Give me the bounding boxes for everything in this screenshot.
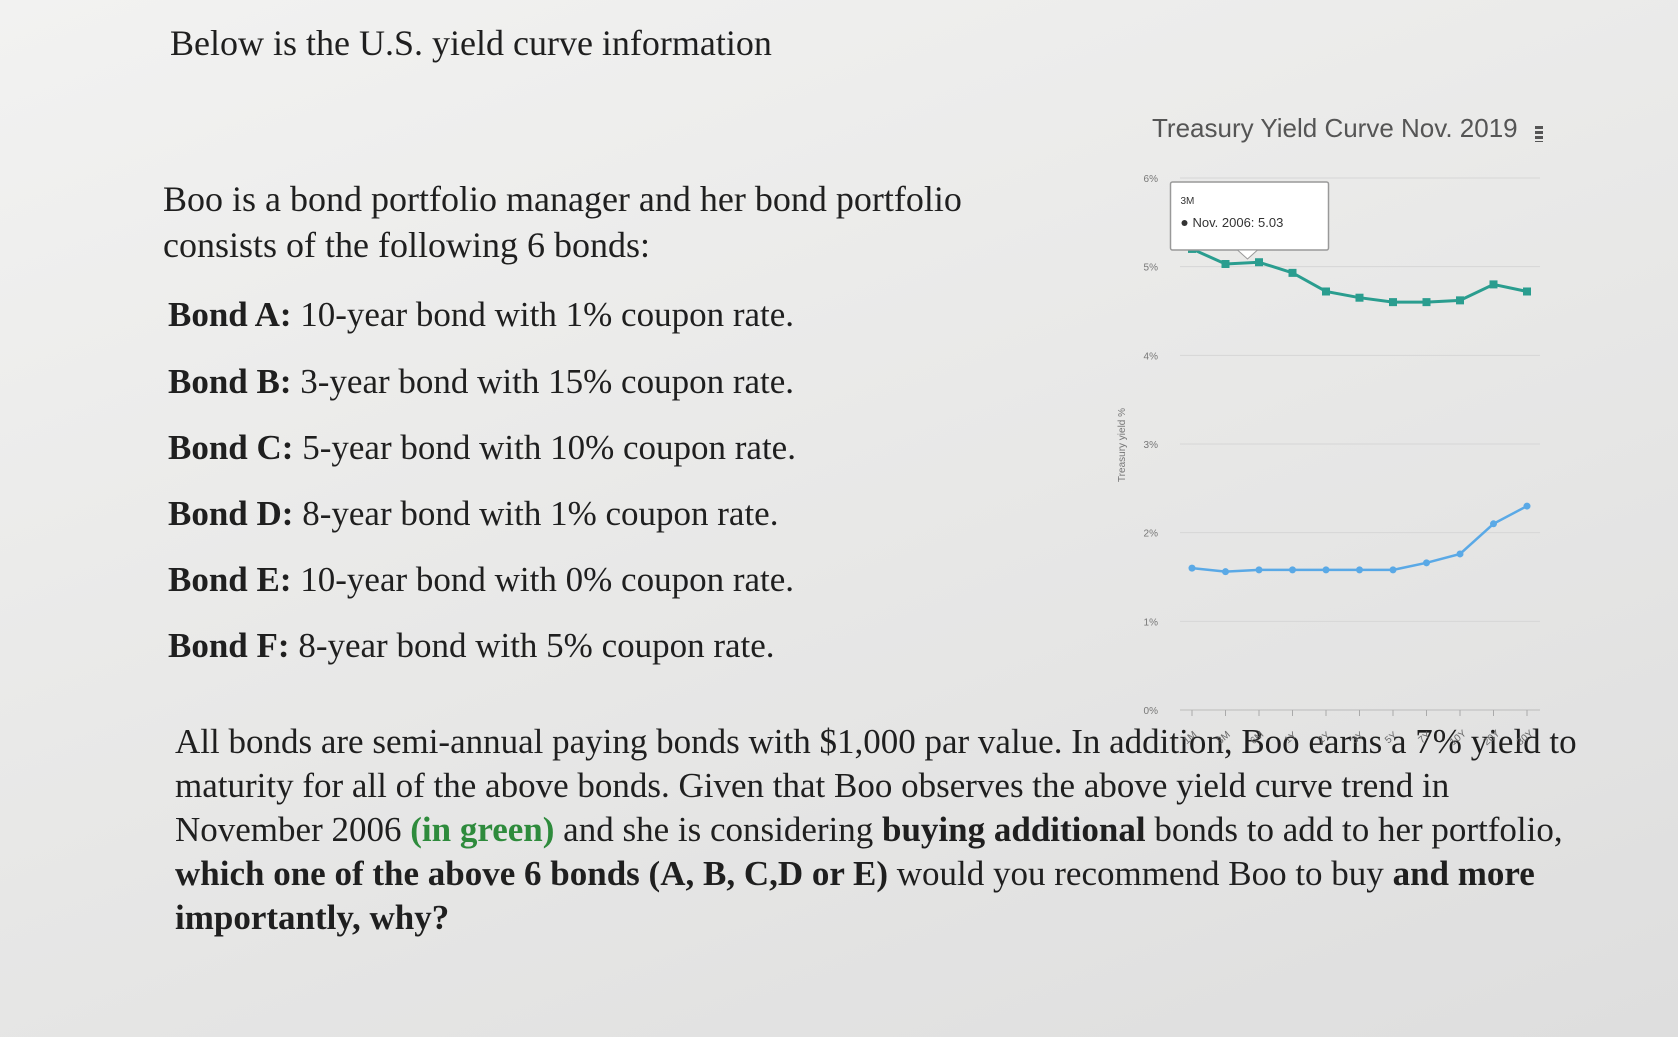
data-point: [1389, 566, 1397, 574]
x-tick-label: 20Y: [1482, 728, 1503, 748]
y-tick-label: 6%: [1144, 174, 1159, 185]
bond-desc: 3-year bond with 15% coupon rate.: [291, 362, 795, 401]
question-bold-text: which one of the above 6 bonds (A, B, C,…: [175, 854, 889, 893]
y-tick-label: 3%: [1144, 440, 1159, 451]
data-point: [1255, 566, 1263, 574]
tooltip-text: Nov. 2006: 5.03: [1193, 215, 1284, 230]
y-tick-label: 4%: [1144, 351, 1159, 362]
bond-desc: 8-year bond with 1% coupon rate.: [293, 494, 779, 533]
data-point: [1523, 287, 1531, 296]
data-point: [1322, 287, 1330, 296]
bond-c: Bond C: 5-year bond with 10% coupon rate…: [168, 428, 796, 468]
x-tick-label: 10Y: [1448, 728, 1469, 748]
y-axis-label: Treasury yield %: [1117, 408, 1128, 482]
y-tick-label: 2%: [1144, 529, 1159, 540]
data-point: [1355, 293, 1364, 302]
x-tick-label: 6M: [1249, 729, 1267, 746]
question-text: would you recommend Boo to buy: [888, 854, 1393, 893]
data-point: [1222, 568, 1229, 576]
x-tick-label: 2Y: [1316, 730, 1333, 747]
chart-title: Treasury Yield Curve Nov. 2019: [1152, 113, 1518, 143]
bond-f: Bond F: 8-year bond with 5% coupon rate.: [168, 626, 775, 666]
question-green-text: (in green): [410, 810, 555, 849]
data-point: [1288, 268, 1297, 277]
bond-label: Bond E:: [168, 560, 292, 599]
bond-b: Bond B: 3-year bond with 15% coupon rate…: [168, 362, 794, 402]
x-tick-label: 1Y: [1283, 730, 1300, 747]
bond-desc: 5-year bond with 10% coupon rate.: [293, 428, 796, 467]
y-tick-label: 5%: [1144, 263, 1159, 274]
question-text: All bonds are semi-annual paying bonds w…: [175, 722, 1577, 849]
x-tick-label: 5Y: [1383, 730, 1400, 747]
data-point: [1356, 566, 1363, 574]
x-tick-label: 3M: [1215, 729, 1233, 746]
question-text: bonds to add to her portfolio,: [1145, 810, 1563, 849]
question-text: and she is considering: [554, 810, 882, 849]
series-line: [1191, 504, 1528, 573]
data-point: [1221, 260, 1230, 269]
bond-d: Bond D: 8-year bond with 1% coupon rate.: [168, 494, 778, 534]
bond-label: Bond A:: [168, 295, 292, 334]
data-point: [1255, 258, 1263, 267]
bond-label: Bond D:: [168, 494, 294, 533]
data-point: [1456, 550, 1464, 558]
bond-label: Bond B:: [168, 362, 292, 401]
tooltip-pointer: [1236, 249, 1259, 260]
data-point: [1389, 298, 1397, 307]
question-bold-text: and more importantly, why?: [175, 854, 1535, 937]
question-paragraph: All bonds are semi-annual paying bonds w…: [175, 720, 1595, 940]
menu-icon[interactable]: [1535, 126, 1543, 142]
tooltip-bullet: [1181, 220, 1188, 227]
data-point: [1289, 566, 1296, 574]
bond-label: Bond F:: [168, 626, 290, 665]
y-tick-label: 1%: [1144, 617, 1159, 628]
bond-a: Bond A: 10-year bond with 1% coupon rate…: [168, 295, 794, 335]
bond-label: Bond C:: [168, 428, 294, 467]
tooltip-category: 3M: [1181, 196, 1195, 207]
x-tick-label: 3Y: [1350, 730, 1367, 747]
bond-desc: 10-year bond with 1% coupon rate.: [291, 295, 795, 334]
intro-text: Boo is a bond portfolio manager and her …: [163, 179, 962, 265]
data-point: [1423, 559, 1430, 567]
data-point: [1322, 566, 1330, 574]
data-point: [1490, 520, 1497, 528]
x-tick-label: 1M: [1182, 729, 1200, 746]
bond-desc: 8-year bond with 5% coupon rate.: [289, 626, 775, 665]
x-tick-label: 7Y: [1417, 730, 1434, 747]
bond-desc: 10-year bond with 0% coupon rate.: [291, 560, 795, 599]
bond-e: Bond E: 10-year bond with 0% coupon rate…: [168, 560, 794, 600]
question-bold-text: buying additional: [882, 810, 1146, 849]
page-heading: Below is the U.S. yield curve informatio…: [170, 23, 772, 63]
data-point: [1523, 502, 1531, 510]
data-point: [1456, 296, 1464, 305]
data-point: [1188, 564, 1196, 572]
data-point: [1422, 298, 1431, 307]
y-tick-label: 0%: [1144, 706, 1159, 717]
x-tick-label: 30Y: [1515, 728, 1536, 748]
data-point: [1489, 280, 1498, 289]
